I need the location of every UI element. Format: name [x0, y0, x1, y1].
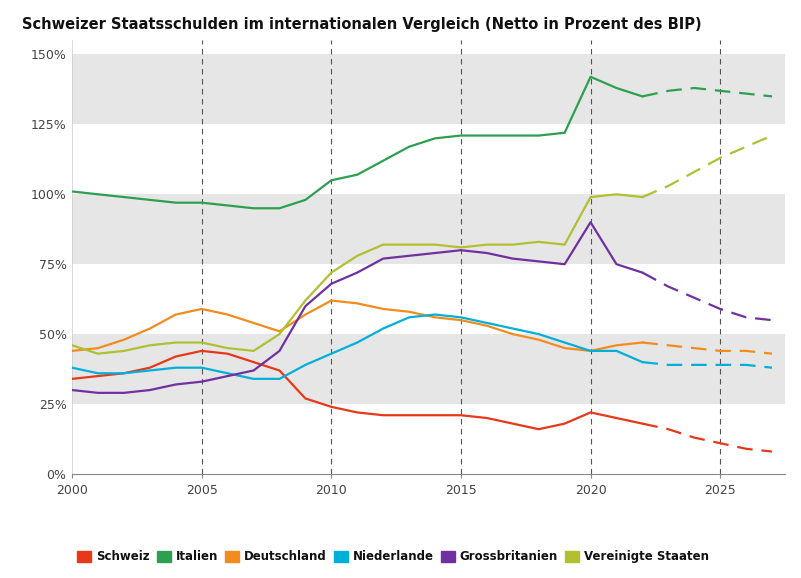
Text: Schweizer Staatsschulden im internationalen Vergleich (Netto in Prozent des BIP): Schweizer Staatsschulden im internationa… [22, 17, 702, 32]
Bar [72, 334, 785, 404]
Bar [72, 54, 785, 124]
Bar [72, 194, 785, 264]
Legend: Schweiz, Italien, Deutschland, Niederlande, Grossbritanien, Vereinigte Staaten: Schweiz, Italien, Deutschland, Niederlan… [77, 550, 709, 564]
